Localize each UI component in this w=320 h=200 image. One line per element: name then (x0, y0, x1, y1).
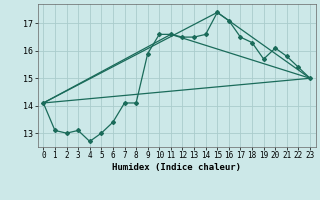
X-axis label: Humidex (Indice chaleur): Humidex (Indice chaleur) (112, 163, 241, 172)
